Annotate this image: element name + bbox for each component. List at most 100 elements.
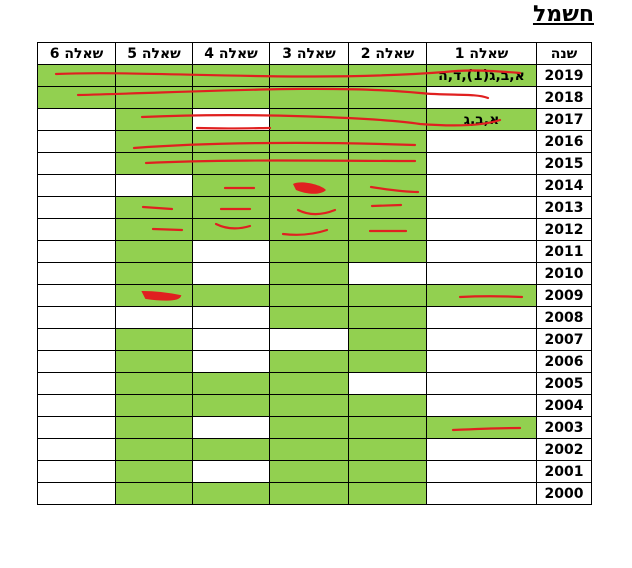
question-1-cell [426, 416, 537, 439]
question-2-cell [348, 372, 427, 395]
table-row: 2019 א,ב,ג(1),ד,ה [37, 64, 592, 87]
question-5-cell [115, 108, 193, 131]
table-row: 2013 [37, 196, 592, 219]
question-1-cell [426, 482, 537, 505]
question-5-cell [115, 218, 193, 241]
year-cell: 2002 [536, 438, 592, 461]
question-2-cell [348, 394, 427, 417]
question-3-cell [269, 438, 349, 461]
table-row: 2016 [37, 130, 592, 153]
question-5-cell [115, 460, 193, 483]
question-3-cell [269, 174, 349, 197]
question-4-cell [192, 460, 270, 483]
question-3-cell [269, 284, 349, 307]
table-row: 2007 [37, 328, 592, 351]
question-1-cell [426, 306, 537, 329]
question-1-cell [426, 240, 537, 263]
question-1-cell [426, 130, 537, 153]
question-5-cell [115, 350, 193, 373]
question-6-cell [37, 152, 116, 175]
question-5-cell [115, 86, 193, 109]
question-4-cell [192, 86, 270, 109]
question-5-cell [115, 262, 193, 285]
question-6-cell [37, 394, 116, 417]
question-1-cell: א,ב,ג [426, 108, 537, 131]
year-cell: 2013 [536, 196, 592, 219]
table-row: 2017 א,ב,ג [37, 108, 592, 131]
question-6-cell [37, 438, 116, 461]
question-1-cell [426, 152, 537, 175]
question-1-cell [426, 196, 537, 219]
year-cell: 2007 [536, 328, 592, 351]
table-row: 2015 [37, 152, 592, 175]
year-cell: 2017 [536, 108, 592, 131]
year-cell: 2014 [536, 174, 592, 197]
year-cell: 2016 [536, 130, 592, 153]
question-1-cell [426, 438, 537, 461]
exam-questions-table: שנה שאלה 1 שאלה 2 שאלה 3 שאלה 4 שאלה 5 ש… [37, 42, 592, 505]
table-row: 2003 [37, 416, 592, 439]
header-year: שנה [536, 42, 592, 65]
question-6-cell [37, 416, 116, 439]
question-6-cell [37, 218, 116, 241]
question-3-cell [269, 218, 349, 241]
question-5-cell [115, 372, 193, 395]
year-cell: 2005 [536, 372, 592, 395]
question-1-cell [426, 372, 537, 395]
table-header-row: שנה שאלה 1 שאלה 2 שאלה 3 שאלה 4 שאלה 5 ש… [37, 42, 592, 65]
question-5-cell [115, 284, 193, 307]
question-5-cell [115, 152, 193, 175]
table-row: 2010 [37, 262, 592, 285]
year-cell: 2001 [536, 460, 592, 483]
question-2-cell [348, 64, 427, 87]
question-2-cell [348, 328, 427, 351]
question-2-cell [348, 240, 427, 263]
table-row: 2008 [37, 306, 592, 329]
question-3-cell [269, 152, 349, 175]
question-2-cell [348, 262, 427, 285]
question-1-cell [426, 284, 537, 307]
question-5-cell [115, 306, 193, 329]
question-6-cell [37, 350, 116, 373]
question-1-cell [426, 86, 537, 109]
header-question-4: שאלה 4 [192, 42, 270, 65]
question-1-cell: א,ב,ג(1),ד,ה [426, 64, 537, 87]
question-6-cell [37, 240, 116, 263]
question-1-cell [426, 350, 537, 373]
question-3-cell [269, 416, 349, 439]
question-4-cell [192, 152, 270, 175]
header-question-1: שאלה 1 [426, 42, 537, 65]
question-4-cell [192, 372, 270, 395]
year-cell: 2018 [536, 86, 592, 109]
question-5-cell [115, 240, 193, 263]
question-2-cell [348, 130, 427, 153]
question-4-cell [192, 174, 270, 197]
question-5-cell [115, 196, 193, 219]
question-4-cell [192, 328, 270, 351]
question-5-cell [115, 64, 193, 87]
question-4-cell [192, 262, 270, 285]
year-cell: 2006 [536, 350, 592, 373]
question-4-cell [192, 196, 270, 219]
question-6-cell [37, 482, 116, 505]
question-3-cell [269, 328, 349, 351]
year-cell: 2003 [536, 416, 592, 439]
page-title: חשמל [532, 2, 594, 27]
question-6-cell [37, 174, 116, 197]
header-question-3: שאלה 3 [269, 42, 349, 65]
table-row: 2005 [37, 372, 592, 395]
header-question-2: שאלה 2 [348, 42, 427, 65]
table-row: 2009 [37, 284, 592, 307]
question-5-cell [115, 438, 193, 461]
question-3-cell [269, 482, 349, 505]
question-4-cell [192, 416, 270, 439]
question-2-cell [348, 86, 427, 109]
question-6-cell [37, 284, 116, 307]
question-6-cell [37, 108, 116, 131]
question-6-cell [37, 460, 116, 483]
year-cell: 2000 [536, 482, 592, 505]
question-1-cell [426, 394, 537, 417]
question-1-cell [426, 262, 537, 285]
question-4-cell [192, 394, 270, 417]
question-3-cell [269, 350, 349, 373]
